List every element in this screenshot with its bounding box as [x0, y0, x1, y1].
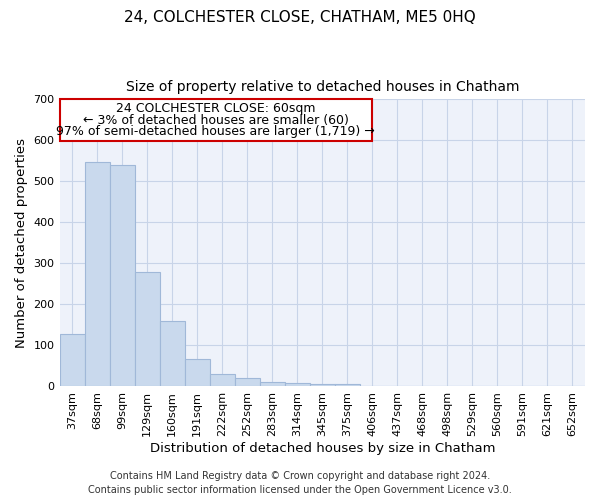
Bar	[185, 358, 209, 386]
Text: 97% of semi-detached houses are larger (1,719) →: 97% of semi-detached houses are larger (…	[56, 126, 375, 138]
Bar	[59, 334, 85, 386]
Title: Size of property relative to detached houses in Chatham: Size of property relative to detached ho…	[125, 80, 519, 94]
Bar	[335, 384, 360, 386]
Text: 24 COLCHESTER CLOSE: 60sqm: 24 COLCHESTER CLOSE: 60sqm	[116, 102, 316, 115]
Text: 24, COLCHESTER CLOSE, CHATHAM, ME5 0HQ: 24, COLCHESTER CLOSE, CHATHAM, ME5 0HQ	[124, 10, 476, 25]
Bar	[310, 384, 335, 386]
Bar	[85, 162, 110, 386]
Bar	[285, 383, 310, 386]
Bar	[110, 165, 134, 386]
FancyBboxPatch shape	[59, 100, 372, 141]
Bar	[134, 272, 160, 386]
Bar	[260, 382, 285, 386]
X-axis label: Distribution of detached houses by size in Chatham: Distribution of detached houses by size …	[149, 442, 495, 455]
Text: ← 3% of detached houses are smaller (60): ← 3% of detached houses are smaller (60)	[83, 114, 349, 126]
Text: Contains HM Land Registry data © Crown copyright and database right 2024.
Contai: Contains HM Land Registry data © Crown c…	[88, 471, 512, 495]
Y-axis label: Number of detached properties: Number of detached properties	[15, 138, 28, 348]
Bar	[160, 321, 185, 386]
Bar	[209, 374, 235, 386]
Bar	[235, 378, 260, 386]
